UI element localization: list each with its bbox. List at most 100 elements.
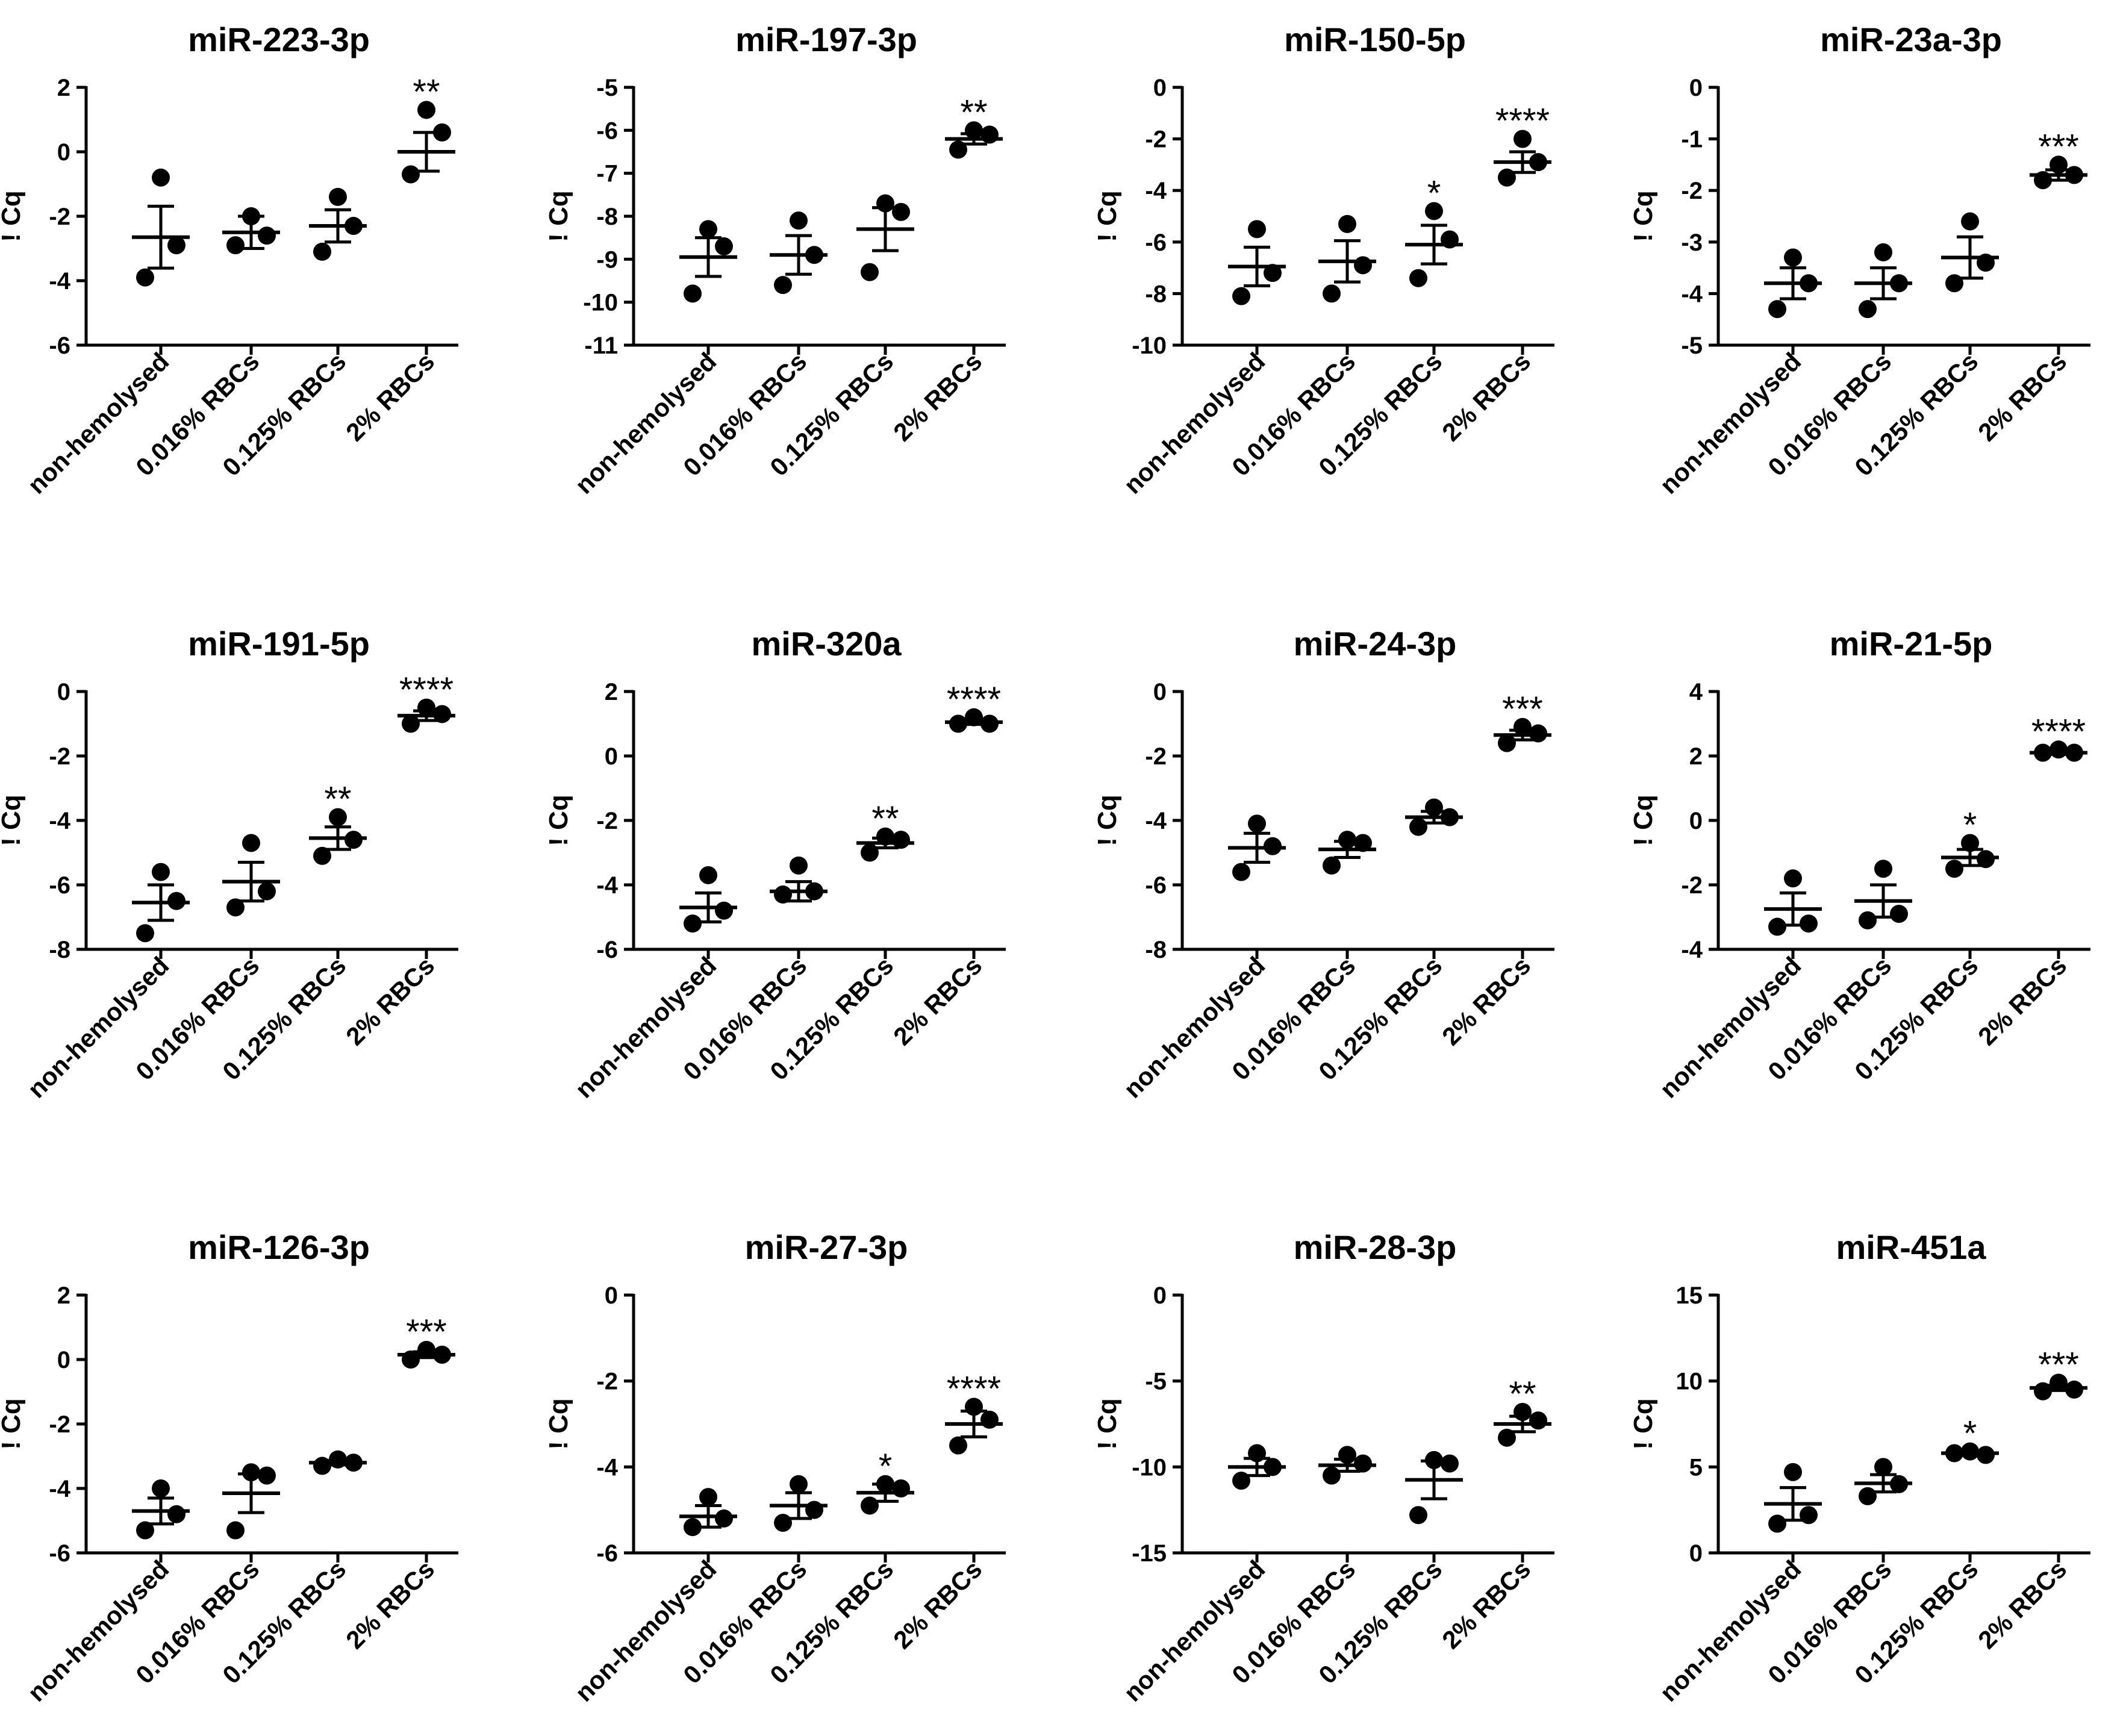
- data-point: [1248, 814, 1266, 833]
- data-point: [1264, 1458, 1282, 1476]
- y-tick-label: -6: [49, 872, 70, 899]
- data-point: [805, 246, 823, 264]
- category-label: 2% RBCs: [888, 951, 987, 1051]
- data-point: [876, 827, 894, 846]
- data-point: [226, 236, 245, 255]
- data-point: [1338, 214, 1356, 233]
- y-tick-label: 10: [1676, 1369, 1703, 1395]
- y-tick-label: 2: [1689, 743, 1703, 770]
- category-label: 2% RBCs: [1436, 951, 1536, 1051]
- y-tick-label: -4: [1681, 281, 1703, 307]
- y-tick-label: -4: [49, 808, 70, 834]
- data-point: [1441, 808, 1459, 826]
- data-point: [949, 1436, 967, 1455]
- y-tick-label: -6: [49, 333, 70, 359]
- data-point: [242, 207, 260, 225]
- category-label: 2% RBCs: [888, 1555, 987, 1654]
- panel-title: miR-23a-3p: [1820, 20, 2002, 58]
- y-tick-label: -11: [584, 333, 618, 359]
- data-point: [1529, 153, 1547, 172]
- category-label: 2% RBCs: [340, 347, 440, 446]
- data-point: [152, 1479, 170, 1497]
- panel-mir-197-3p: miR-197-3p-5-6-7-8-9-10-11! Cqnon-hemoly…: [544, 20, 1006, 499]
- y-tick-label: -1: [1681, 126, 1703, 153]
- y-tick-label: -4: [596, 1454, 618, 1481]
- data-point: [417, 101, 435, 119]
- y-tick-label: -10: [583, 290, 618, 316]
- data-point: [715, 237, 733, 255]
- data-point: [805, 882, 823, 901]
- data-point: [1232, 1472, 1250, 1490]
- y-tick-label: -2: [1145, 126, 1167, 153]
- data-point: [1945, 860, 1963, 878]
- data-point: [699, 866, 717, 884]
- significance-marker: **: [1509, 1375, 1536, 1414]
- data-point: [715, 1509, 733, 1528]
- data-point: [699, 1488, 717, 1507]
- y-tick-label: 15: [1676, 1282, 1703, 1309]
- y-tick-label: 0: [57, 1347, 70, 1373]
- category-label: 2% RBCs: [1436, 1555, 1536, 1654]
- data-point: [258, 1466, 276, 1485]
- data-point: [1945, 1444, 1963, 1463]
- data-point: [329, 1450, 347, 1469]
- y-tick-label: 4: [1689, 679, 1703, 705]
- y-axis-label: ! Cq: [1093, 1398, 1122, 1450]
- category-label: 2% RBCs: [340, 951, 440, 1051]
- y-axis-label: ! Cq: [544, 795, 573, 846]
- y-axis-label: ! Cq: [1629, 1398, 1658, 1450]
- data-point: [1338, 831, 1356, 849]
- data-point: [892, 1479, 910, 1497]
- significance-marker: **: [413, 72, 440, 111]
- significance-marker: ***: [406, 1313, 447, 1352]
- significance-marker: **: [871, 799, 899, 838]
- panel-mir-27-3p: miR-27-3p0-2-4-6! Cqnon-hemolysed0.016% …: [544, 1228, 1006, 1707]
- panel-mir-191-5p: miR-191-5p0-2-4-6-8! Cqnon-hemolysed0.01…: [0, 625, 458, 1104]
- significance-marker: **: [324, 780, 351, 819]
- data-point: [402, 714, 420, 733]
- data-point: [1498, 734, 1516, 752]
- data-point: [226, 1521, 245, 1540]
- data-point: [152, 168, 170, 187]
- data-point: [152, 863, 170, 881]
- y-tick-label: -4: [49, 1476, 70, 1502]
- y-tick-label: 0: [1153, 679, 1167, 705]
- data-point: [790, 1475, 808, 1493]
- data-point: [1354, 256, 1372, 275]
- data-point: [980, 1410, 999, 1429]
- data-point: [1784, 869, 1802, 888]
- y-tick-label: -6: [1145, 872, 1167, 899]
- data-point: [876, 1475, 894, 1493]
- data-point: [1800, 914, 1818, 933]
- data-point: [1961, 212, 1979, 231]
- data-point: [1409, 817, 1427, 836]
- y-tick-label: -2: [1681, 872, 1703, 899]
- y-tick-label: 0: [57, 679, 70, 705]
- significance-marker: ***: [1502, 690, 1543, 729]
- y-axis-label: ! Cq: [0, 795, 26, 846]
- y-tick-label: -8: [49, 937, 70, 963]
- data-point: [1977, 1446, 1995, 1464]
- y-axis-label: ! Cq: [544, 190, 573, 242]
- data-point: [433, 123, 451, 142]
- data-point: [949, 714, 967, 733]
- data-point: [1513, 130, 1532, 148]
- y-tick-label: 2: [57, 75, 70, 101]
- data-point: [1768, 917, 1786, 936]
- y-tick-label: -8: [1145, 281, 1167, 307]
- data-point: [167, 236, 185, 255]
- y-tick-label: -8: [596, 204, 618, 230]
- panel-title: miR-150-5p: [1284, 20, 1466, 58]
- data-point: [892, 831, 910, 849]
- data-point: [242, 1463, 260, 1482]
- data-point: [1498, 168, 1516, 187]
- data-point: [1232, 863, 1250, 881]
- data-point: [1264, 264, 1282, 283]
- data-point: [805, 1500, 823, 1519]
- data-point: [2065, 166, 2083, 184]
- data-point: [2050, 1373, 2068, 1392]
- y-tick-label: 0: [605, 1282, 618, 1309]
- data-point: [258, 882, 276, 901]
- panel-title: miR-197-3p: [735, 20, 917, 58]
- data-point: [1248, 1444, 1266, 1463]
